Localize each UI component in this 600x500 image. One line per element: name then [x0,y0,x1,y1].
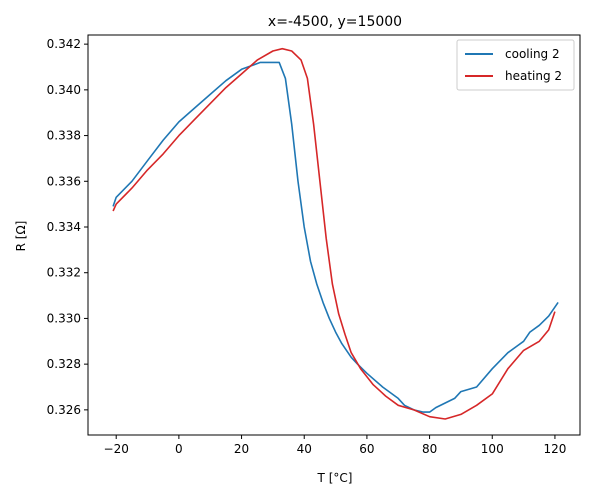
x-tick-label: 0 [175,442,183,456]
series-line-cooling-2 [112,61,559,413]
legend-label-cooling-2: cooling 2 [505,47,560,61]
x-tick-label: −20 [104,442,129,456]
y-tick-label: 0.326 [47,403,81,417]
y-axis: 0.326 0.328 0.330 0.332 0.334 0.336 0.338 0.340… [47,37,88,417]
series-layer [112,47,559,420]
y-tick-label: 0.342 [47,37,81,51]
x-axis-label: T [°C] [317,471,353,485]
x-tick-label: 100 [481,442,504,456]
y-tick-label: 0.330 [47,311,81,325]
y-tick-label: 0.328 [47,357,81,371]
x-tick-label: 20 [234,442,249,456]
legend-label-heating-2: heating 2 [505,69,562,83]
x-tick-label: 40 [297,442,312,456]
plot-frame [87,34,581,436]
series-line-heating-2 [112,47,556,420]
x-axis: −20 0 20 40 60 80 100 120 [104,435,566,456]
y-tick-label: 0.340 [47,83,81,97]
y-tick-label: 0.332 [47,266,81,280]
legend: cooling 2 heating 2 [456,39,575,91]
y-tick-label: 0.338 [47,129,81,143]
x-tick-label: 80 [422,442,437,456]
y-axis-label: R [Ω] [14,221,28,252]
y-tick-label: 0.334 [47,220,81,234]
legend-box [456,39,575,91]
chart-title: x=-4500, y=15000 [268,14,402,30]
y-tick-label: 0.336 [47,174,81,188]
x-tick-label: 120 [543,442,566,456]
x-tick-label: 60 [359,442,374,456]
